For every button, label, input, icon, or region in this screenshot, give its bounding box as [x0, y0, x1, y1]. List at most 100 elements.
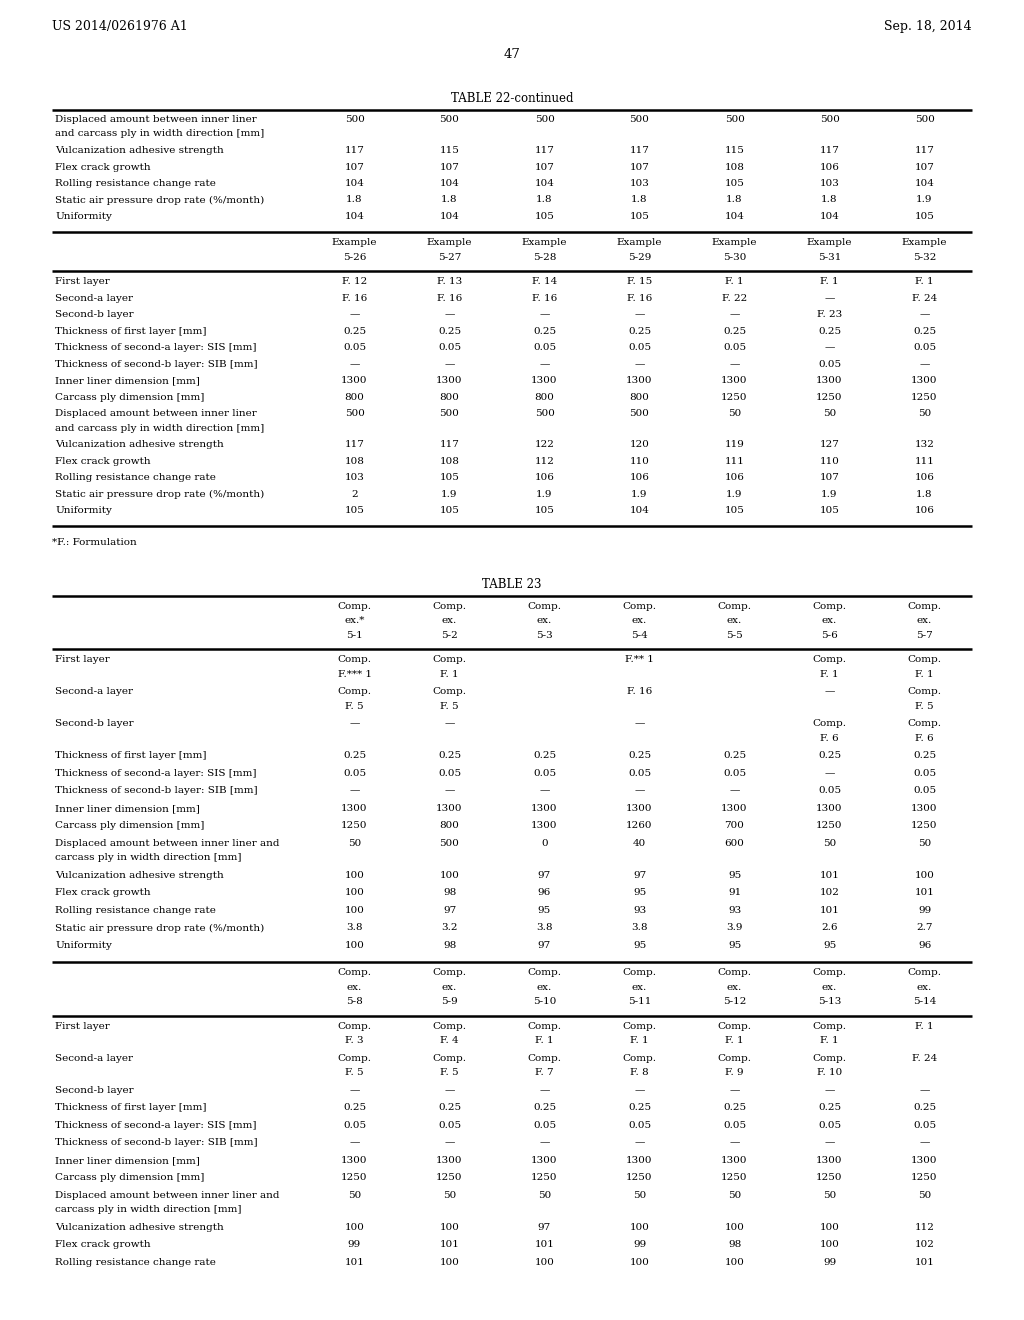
- Text: Vulcanization adhesive strength: Vulcanization adhesive strength: [55, 871, 224, 880]
- Text: Carcass ply dimension [mm]: Carcass ply dimension [mm]: [55, 393, 205, 403]
- Text: Comp.: Comp.: [432, 602, 467, 611]
- Text: 500: 500: [439, 115, 460, 124]
- Text: 1300: 1300: [531, 804, 558, 813]
- Text: 500: 500: [344, 115, 365, 124]
- Text: 0.25: 0.25: [628, 1104, 651, 1113]
- Text: 0.25: 0.25: [343, 751, 366, 760]
- Text: Example: Example: [807, 239, 852, 247]
- Text: 108: 108: [725, 162, 744, 172]
- Text: 99: 99: [633, 1241, 646, 1250]
- Text: Comp.: Comp.: [812, 656, 847, 664]
- Text: 0: 0: [542, 840, 548, 847]
- Text: 0.05: 0.05: [438, 770, 461, 777]
- Text: 40: 40: [633, 840, 646, 847]
- Text: F. 1: F. 1: [725, 1036, 743, 1045]
- Text: —: —: [824, 343, 835, 352]
- Text: 1300: 1300: [531, 821, 558, 830]
- Text: 1250: 1250: [816, 393, 843, 403]
- Text: 50: 50: [442, 1191, 456, 1200]
- Text: —: —: [920, 1086, 930, 1096]
- Text: 1300: 1300: [341, 804, 368, 813]
- Text: F. 1: F. 1: [820, 671, 839, 678]
- Text: 0.05: 0.05: [913, 770, 936, 777]
- Text: carcass ply in width direction [mm]: carcass ply in width direction [mm]: [55, 1205, 242, 1214]
- Text: 3.9: 3.9: [726, 924, 742, 932]
- Text: 102: 102: [914, 1241, 935, 1250]
- Text: —: —: [824, 688, 835, 697]
- Text: Comp.: Comp.: [907, 602, 941, 611]
- Text: 0.25: 0.25: [723, 1104, 746, 1113]
- Text: Comp.: Comp.: [432, 688, 467, 697]
- Text: 5-26: 5-26: [343, 253, 367, 261]
- Text: 5-13: 5-13: [818, 998, 841, 1006]
- Text: F. 15: F. 15: [627, 277, 652, 286]
- Text: 106: 106: [630, 474, 649, 483]
- Text: Displaced amount between inner liner: Displaced amount between inner liner: [55, 115, 257, 124]
- Text: 101: 101: [914, 888, 935, 898]
- Text: 1300: 1300: [341, 1156, 368, 1166]
- Text: Rolling resistance change rate: Rolling resistance change rate: [55, 906, 216, 915]
- Text: 5-9: 5-9: [441, 998, 458, 1006]
- Text: —: —: [444, 787, 455, 796]
- Text: F. 10: F. 10: [817, 1068, 842, 1077]
- Text: 0.25: 0.25: [913, 327, 936, 337]
- Text: F. 7: F. 7: [536, 1068, 554, 1077]
- Text: 100: 100: [344, 906, 365, 915]
- Text: Example: Example: [332, 239, 377, 247]
- Text: 50: 50: [538, 1191, 551, 1200]
- Text: 100: 100: [344, 888, 365, 898]
- Text: 0.05: 0.05: [343, 343, 366, 352]
- Text: 100: 100: [914, 871, 935, 880]
- Text: Flex crack growth: Flex crack growth: [55, 888, 151, 898]
- Text: —: —: [444, 1086, 455, 1096]
- Text: 100: 100: [725, 1224, 744, 1232]
- Text: F. 5: F. 5: [440, 702, 459, 711]
- Text: 1300: 1300: [816, 1156, 843, 1166]
- Text: Inner liner dimension [mm]: Inner liner dimension [mm]: [55, 804, 200, 813]
- Text: 105: 105: [819, 507, 840, 516]
- Text: Comp.: Comp.: [812, 602, 847, 611]
- Text: 0.25: 0.25: [438, 751, 461, 760]
- Text: 105: 105: [725, 180, 744, 187]
- Text: 101: 101: [439, 1241, 460, 1250]
- Text: 1250: 1250: [341, 1173, 368, 1183]
- Text: —: —: [349, 310, 359, 319]
- Text: Displaced amount between inner liner and: Displaced amount between inner liner and: [55, 840, 280, 847]
- Text: 95: 95: [728, 941, 741, 950]
- Text: F.** 1: F.** 1: [625, 656, 654, 664]
- Text: Comp.: Comp.: [907, 688, 941, 697]
- Text: Comp.: Comp.: [338, 1053, 372, 1063]
- Text: 5-11: 5-11: [628, 998, 651, 1006]
- Text: 1300: 1300: [816, 376, 843, 385]
- Text: 117: 117: [344, 441, 365, 450]
- Text: 50: 50: [728, 409, 741, 418]
- Text: First layer: First layer: [55, 1022, 110, 1031]
- Text: Comp.: Comp.: [812, 1053, 847, 1063]
- Text: ex.: ex.: [916, 983, 932, 993]
- Text: 98: 98: [442, 941, 456, 950]
- Text: 50: 50: [918, 840, 931, 847]
- Text: 0.05: 0.05: [723, 1121, 746, 1130]
- Text: —: —: [920, 310, 930, 319]
- Text: Comp.: Comp.: [338, 656, 372, 664]
- Text: Comp.: Comp.: [527, 1053, 561, 1063]
- Text: 1250: 1250: [721, 1173, 748, 1183]
- Text: 98: 98: [728, 1241, 741, 1250]
- Text: 0.05: 0.05: [343, 770, 366, 777]
- Text: 97: 97: [633, 871, 646, 880]
- Text: Static air pressure drop rate (%/month): Static air pressure drop rate (%/month): [55, 924, 264, 933]
- Text: —: —: [634, 310, 645, 319]
- Text: 0.25: 0.25: [628, 751, 651, 760]
- Text: F. 1: F. 1: [915, 671, 934, 678]
- Text: 5-29: 5-29: [628, 253, 651, 261]
- Text: 1300: 1300: [627, 376, 652, 385]
- Text: Thickness of second-b layer: SIB [mm]: Thickness of second-b layer: SIB [mm]: [55, 360, 258, 370]
- Text: ex.: ex.: [727, 616, 742, 626]
- Text: 0.05: 0.05: [913, 1121, 936, 1130]
- Text: 100: 100: [725, 1258, 744, 1267]
- Text: 99: 99: [348, 1241, 361, 1250]
- Text: Comp.: Comp.: [432, 1022, 467, 1031]
- Text: 50: 50: [918, 1191, 931, 1200]
- Text: 0.05: 0.05: [723, 343, 746, 352]
- Text: 1300: 1300: [436, 376, 463, 385]
